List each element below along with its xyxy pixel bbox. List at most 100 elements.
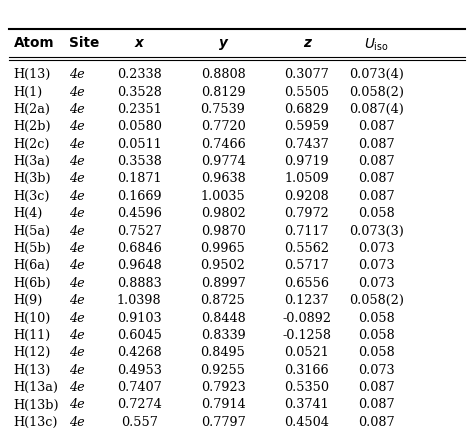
Text: H(13): H(13) bbox=[13, 363, 51, 376]
Text: H(12): H(12) bbox=[13, 346, 51, 359]
Text: 0.7972: 0.7972 bbox=[284, 207, 329, 220]
Text: 4e: 4e bbox=[69, 172, 85, 185]
Text: 0.9648: 0.9648 bbox=[117, 259, 162, 272]
Text: 0.073: 0.073 bbox=[358, 241, 395, 255]
Text: 4e: 4e bbox=[69, 363, 85, 376]
Text: H(2c): H(2c) bbox=[13, 137, 50, 150]
Text: 4e: 4e bbox=[69, 155, 85, 168]
Text: 4e: 4e bbox=[69, 189, 85, 203]
Text: 4e: 4e bbox=[69, 120, 85, 133]
Text: 0.9774: 0.9774 bbox=[201, 155, 246, 168]
Text: 4e: 4e bbox=[69, 293, 85, 307]
Text: Atom: Atom bbox=[13, 36, 54, 50]
Text: 0.6829: 0.6829 bbox=[284, 103, 329, 116]
Text: 0.7923: 0.7923 bbox=[201, 380, 246, 393]
Text: 4e: 4e bbox=[69, 137, 85, 150]
Text: 0.073(3): 0.073(3) bbox=[349, 224, 404, 237]
Text: 0.7914: 0.7914 bbox=[201, 398, 246, 411]
Text: 0.3077: 0.3077 bbox=[284, 68, 329, 81]
Text: 4e: 4e bbox=[69, 380, 85, 393]
Text: 0.9965: 0.9965 bbox=[201, 241, 246, 255]
Text: 1.0035: 1.0035 bbox=[201, 189, 246, 203]
Text: 0.8997: 0.8997 bbox=[201, 276, 246, 289]
Text: 0.087: 0.087 bbox=[358, 172, 395, 185]
Text: 0.1871: 0.1871 bbox=[117, 172, 162, 185]
Text: 0.0580: 0.0580 bbox=[117, 120, 162, 133]
Text: 1.0398: 1.0398 bbox=[117, 293, 162, 307]
Text: 0.8495: 0.8495 bbox=[201, 346, 246, 359]
Text: 0.087: 0.087 bbox=[358, 189, 395, 203]
Text: H(6a): H(6a) bbox=[13, 259, 50, 272]
Text: 4e: 4e bbox=[69, 259, 85, 272]
Text: H(3b): H(3b) bbox=[13, 172, 51, 185]
Text: 0.9802: 0.9802 bbox=[201, 207, 246, 220]
Text: 0.8808: 0.8808 bbox=[201, 68, 246, 81]
Text: 0.9638: 0.9638 bbox=[201, 172, 246, 185]
Text: 0.9502: 0.9502 bbox=[201, 259, 246, 272]
Text: 0.7274: 0.7274 bbox=[117, 398, 162, 411]
Text: 0.9719: 0.9719 bbox=[284, 155, 329, 168]
Text: 0.058: 0.058 bbox=[358, 346, 395, 359]
Text: 0.5505: 0.5505 bbox=[284, 85, 329, 98]
Text: 0.0511: 0.0511 bbox=[117, 137, 162, 150]
Text: H(5a): H(5a) bbox=[13, 224, 51, 237]
Text: H(3c): H(3c) bbox=[13, 189, 50, 203]
Text: 0.087: 0.087 bbox=[358, 398, 395, 411]
Text: 0.4953: 0.4953 bbox=[117, 363, 162, 376]
Text: H(11): H(11) bbox=[13, 328, 51, 341]
Text: 4e: 4e bbox=[69, 68, 85, 81]
Text: 4e: 4e bbox=[69, 224, 85, 237]
Text: 0.8129: 0.8129 bbox=[201, 85, 246, 98]
Text: 0.4268: 0.4268 bbox=[117, 346, 162, 359]
Text: 0.058(2): 0.058(2) bbox=[349, 85, 404, 98]
Text: 0.2338: 0.2338 bbox=[117, 68, 162, 81]
Text: z: z bbox=[303, 36, 311, 50]
Text: Site: Site bbox=[69, 36, 100, 50]
Text: 4e: 4e bbox=[69, 328, 85, 341]
Text: 0.087: 0.087 bbox=[358, 137, 395, 150]
Text: 0.7466: 0.7466 bbox=[201, 137, 246, 150]
Text: 0.8883: 0.8883 bbox=[117, 276, 162, 289]
Text: 0.058(2): 0.058(2) bbox=[349, 293, 404, 307]
Text: 0.9255: 0.9255 bbox=[201, 363, 246, 376]
Text: H(4): H(4) bbox=[13, 207, 43, 220]
Text: 4e: 4e bbox=[69, 207, 85, 220]
Text: H(13c): H(13c) bbox=[13, 415, 58, 428]
Text: 0.3741: 0.3741 bbox=[284, 398, 329, 411]
Text: 0.7117: 0.7117 bbox=[284, 224, 329, 237]
Text: 4e: 4e bbox=[69, 311, 85, 324]
Text: H(2b): H(2b) bbox=[13, 120, 51, 133]
Text: H(5b): H(5b) bbox=[13, 241, 51, 255]
Text: 0.1237: 0.1237 bbox=[284, 293, 329, 307]
Text: H(2a): H(2a) bbox=[13, 103, 50, 116]
Text: 0.7437: 0.7437 bbox=[284, 137, 329, 150]
Text: 0.073(4): 0.073(4) bbox=[349, 68, 404, 81]
Text: 0.7407: 0.7407 bbox=[117, 380, 162, 393]
Text: 0.7797: 0.7797 bbox=[201, 415, 246, 428]
Text: 0.058: 0.058 bbox=[358, 207, 395, 220]
Text: 0.073: 0.073 bbox=[358, 276, 395, 289]
Text: 0.9870: 0.9870 bbox=[201, 224, 246, 237]
Text: 1.0509: 1.0509 bbox=[284, 172, 329, 185]
Text: 0.087(4): 0.087(4) bbox=[349, 103, 404, 116]
Text: 0.5959: 0.5959 bbox=[284, 120, 329, 133]
Text: $U_{\rm iso}$: $U_{\rm iso}$ bbox=[364, 36, 389, 52]
Text: H(13): H(13) bbox=[13, 68, 51, 81]
Text: H(9): H(9) bbox=[13, 293, 43, 307]
Text: H(13b): H(13b) bbox=[13, 398, 59, 411]
Text: 0.073: 0.073 bbox=[358, 363, 395, 376]
Text: 0.4596: 0.4596 bbox=[117, 207, 162, 220]
Text: y: y bbox=[219, 36, 228, 50]
Text: 0.557: 0.557 bbox=[121, 415, 158, 428]
Text: 0.6846: 0.6846 bbox=[117, 241, 162, 255]
Text: 0.8448: 0.8448 bbox=[201, 311, 246, 324]
Text: 4e: 4e bbox=[69, 85, 85, 98]
Text: 4e: 4e bbox=[69, 241, 85, 255]
Text: H(1): H(1) bbox=[13, 85, 43, 98]
Text: 0.9103: 0.9103 bbox=[117, 311, 162, 324]
Text: x: x bbox=[135, 36, 144, 50]
Text: 0.6556: 0.6556 bbox=[284, 276, 329, 289]
Text: 0.087: 0.087 bbox=[358, 155, 395, 168]
Text: 0.8339: 0.8339 bbox=[201, 328, 246, 341]
Text: H(3a): H(3a) bbox=[13, 155, 50, 168]
